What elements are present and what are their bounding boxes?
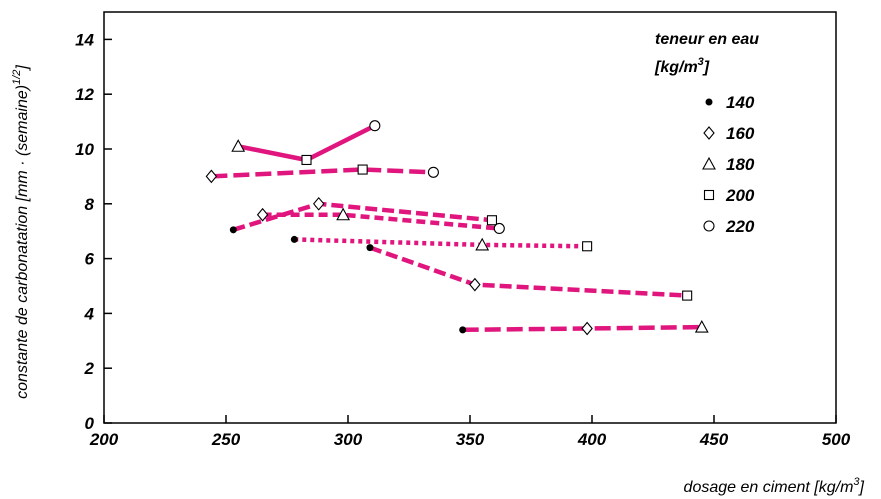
x-tick-label: 450 (699, 430, 729, 449)
legend-marker-triangle (702, 156, 716, 170)
x-tick-label: 300 (334, 430, 363, 449)
data-point-circle (369, 120, 381, 132)
legend-unit-main: [kg/m (654, 59, 698, 76)
data-point-triangle (336, 207, 351, 221)
legend: teneur en eau [kg/m3] 140 160 180 200 220 (654, 31, 759, 236)
data-point-diamond (313, 196, 325, 211)
y-tick-label: 2 (84, 359, 95, 378)
data-point-square (582, 241, 593, 252)
legend-label: 140 (726, 93, 755, 112)
x-tick-label: 500 (822, 430, 851, 449)
legend-label: 220 (725, 217, 755, 236)
y-axis-title-sup: 1/2 (11, 70, 23, 85)
data-point-diamond (581, 321, 593, 336)
data-point-triangle (475, 237, 490, 251)
data-point-triangle (231, 139, 246, 152)
data-point-square (357, 164, 368, 175)
series-line-5 (294, 237, 588, 249)
y-tick-label: 4 (84, 304, 95, 323)
y-tick-label: 12 (75, 85, 94, 104)
x-tick-label: 250 (211, 430, 241, 449)
marker-layer (205, 120, 709, 336)
legend-unit-end: ] (702, 59, 710, 76)
data-point-diamond (205, 169, 218, 184)
series-line-4 (262, 212, 500, 231)
data-point-dot (366, 244, 374, 252)
y-axis-title-end: ] (14, 65, 31, 72)
data-point-circle (427, 166, 439, 178)
legend-label: 200 (725, 186, 755, 205)
legend-marker-square (703, 189, 715, 201)
legend-title-unit: [kg/m3] (654, 56, 710, 76)
legend-label: 160 (726, 124, 755, 143)
x-tick-label: 400 (577, 430, 607, 449)
legend-marker-circle (703, 220, 715, 232)
y-axis-title-main: constante de carbonatation [mm · (semain… (14, 85, 31, 399)
y-tick-label: 0 (85, 414, 95, 433)
legend-marker-dot (705, 98, 713, 106)
legend-unit-sup: 3 (698, 56, 704, 68)
data-point-square (682, 290, 693, 301)
data-point-dot (290, 235, 298, 243)
x-axis-title-end: ] (858, 479, 865, 496)
series-line-1 (237, 123, 376, 163)
x-tick-label: 200 (89, 430, 119, 449)
y-tick-label: 10 (75, 140, 94, 159)
x-axis: 200 250 300 350 400 450 500 (89, 415, 851, 449)
y-tick-label: 6 (85, 250, 95, 269)
x-axis-title: dosage en ciment [kg/m3] (684, 476, 865, 496)
legend-title: teneur en eau (655, 31, 759, 48)
y-tick-label: 14 (75, 30, 94, 49)
x-axis-title-main: dosage en ciment [kg/m (684, 479, 854, 496)
y-axis-title: constante de carbonatation [mm · (semain… (11, 65, 31, 399)
legend-marker-diamond (703, 126, 715, 140)
data-point-dot (229, 226, 237, 234)
series-layer (211, 123, 702, 333)
data-point-circle (493, 222, 505, 235)
y-axis: 0 2 4 6 8 10 12 14 (75, 30, 112, 433)
data-point-diamond (256, 207, 269, 222)
data-point-dot (459, 326, 467, 334)
legend-label: 180 (726, 155, 755, 174)
x-axis-title-sup: 3 (853, 476, 860, 488)
data-point-triangle (694, 319, 709, 333)
data-point-square (301, 154, 312, 166)
series-line-6 (369, 245, 688, 298)
legend-entries: 140 160 180 200 220 (702, 93, 755, 236)
x-tick-label: 350 (456, 430, 485, 449)
data-point-square (486, 215, 498, 226)
y-tick-label: 8 (85, 195, 95, 214)
series-line-2 (211, 167, 434, 179)
data-point-diamond (469, 277, 481, 292)
